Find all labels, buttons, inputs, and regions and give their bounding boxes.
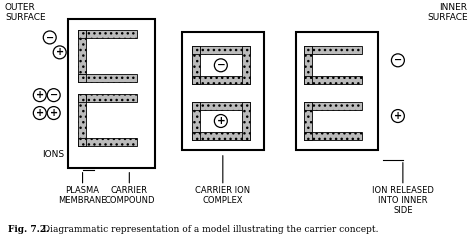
Bar <box>304 102 362 110</box>
Text: Fig. 7.2.: Fig. 7.2. <box>8 226 49 234</box>
Bar <box>304 102 313 110</box>
Text: +: + <box>36 90 44 100</box>
Text: INNER
SURFACE: INNER SURFACE <box>427 3 467 22</box>
Bar <box>192 46 250 54</box>
Bar <box>304 46 313 54</box>
Bar <box>192 132 250 140</box>
Bar <box>192 132 200 140</box>
Bar <box>77 74 85 82</box>
Text: +: + <box>50 108 58 118</box>
Bar <box>77 138 85 146</box>
Text: CARRIER
COMPOUND: CARRIER COMPOUND <box>104 186 154 205</box>
Bar <box>242 46 250 84</box>
Bar <box>192 46 200 84</box>
Text: −: − <box>46 33 54 43</box>
Bar <box>77 138 137 146</box>
Bar <box>242 102 250 140</box>
Text: −: − <box>217 60 225 70</box>
Bar <box>304 132 313 140</box>
Bar <box>304 46 362 54</box>
Text: IONS: IONS <box>42 150 64 159</box>
Text: PLASMA
MEMBRANE: PLASMA MEMBRANE <box>58 186 107 205</box>
Bar <box>192 76 250 84</box>
Bar <box>182 33 264 150</box>
Text: +: + <box>394 111 402 121</box>
Text: ION RELEASED
INTO INNER
SIDE: ION RELEASED INTO INNER SIDE <box>372 186 434 216</box>
Text: +: + <box>217 116 225 126</box>
Bar <box>77 30 137 38</box>
Bar <box>77 94 137 102</box>
Bar <box>67 18 155 168</box>
Bar <box>304 76 362 84</box>
Bar <box>304 76 313 84</box>
Bar <box>77 74 137 82</box>
Bar <box>192 102 200 110</box>
Bar <box>192 76 200 84</box>
Text: CARRIER ION
COMPLEX: CARRIER ION COMPLEX <box>195 186 250 205</box>
Text: −: − <box>394 55 402 65</box>
Bar <box>304 132 362 140</box>
Bar <box>77 94 85 102</box>
Text: Diagrammatic representation of a model illustrating the carrier concept.: Diagrammatic representation of a model i… <box>40 226 379 234</box>
Bar <box>192 102 200 140</box>
Bar <box>192 102 250 110</box>
Bar <box>296 33 378 150</box>
Text: OUTER
SURFACE: OUTER SURFACE <box>5 3 46 22</box>
Bar <box>77 30 85 82</box>
Text: +: + <box>56 47 64 57</box>
Bar <box>304 102 313 140</box>
Text: +: + <box>36 108 44 118</box>
Text: −: − <box>50 90 58 100</box>
Bar <box>77 30 85 38</box>
Bar <box>192 46 200 54</box>
Bar <box>77 94 85 146</box>
Bar <box>304 46 313 84</box>
